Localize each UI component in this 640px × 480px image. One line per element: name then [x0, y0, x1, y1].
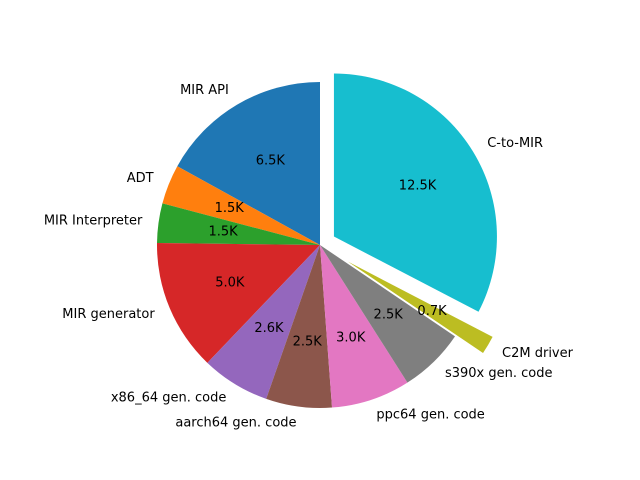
value-label: 2.5K	[293, 334, 323, 349]
slice-label: MIR Interpreter	[44, 213, 143, 228]
value-label: 3.0K	[336, 330, 366, 345]
pie-slice	[207, 245, 320, 399]
pie-slice	[348, 261, 493, 354]
value-label: 1.5K	[215, 201, 245, 216]
value-label: 1.5K	[208, 224, 238, 239]
slice-label: s390x gen. code	[445, 366, 553, 381]
pie-slice	[333, 73, 497, 312]
value-label: 2.6K	[254, 321, 284, 336]
pie-slice	[320, 245, 408, 408]
value-label: 0.7K	[417, 304, 447, 319]
slice-label: C-to-MIR	[487, 136, 543, 151]
pie-slice	[157, 203, 320, 245]
slice-label: MIR generator	[62, 307, 155, 322]
slice-label: ppc64 gen. code	[376, 408, 484, 423]
value-label: 2.5K	[374, 308, 404, 323]
value-label: 5.0K	[215, 275, 245, 290]
slice-label: aarch64 gen. code	[175, 415, 296, 430]
slice-label: ADT	[127, 171, 154, 186]
slice-label: MIR API	[180, 83, 229, 98]
pie-slice	[157, 242, 320, 363]
pie-slice	[266, 245, 333, 408]
pie-slice	[162, 166, 320, 245]
slice-label: C2M driver	[502, 346, 574, 361]
slice-label: x86_64 gen. code	[111, 390, 227, 405]
value-label: 12.5K	[399, 178, 437, 193]
pie-slice	[320, 245, 456, 383]
pie-slice	[177, 82, 320, 245]
value-label: 6.5K	[256, 153, 286, 168]
